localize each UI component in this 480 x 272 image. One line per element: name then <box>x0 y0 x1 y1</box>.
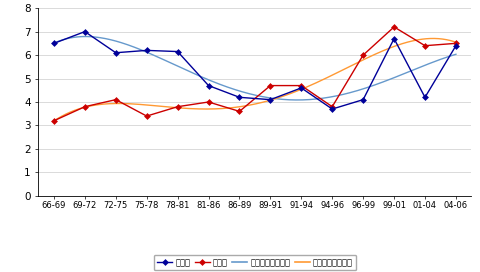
Legend: 開業率, 廃業率, 多項式（開業率）, 多項式（廃業率）: 開業率, 廃業率, 多項式（開業率）, 多項式（廃業率） <box>154 255 355 270</box>
